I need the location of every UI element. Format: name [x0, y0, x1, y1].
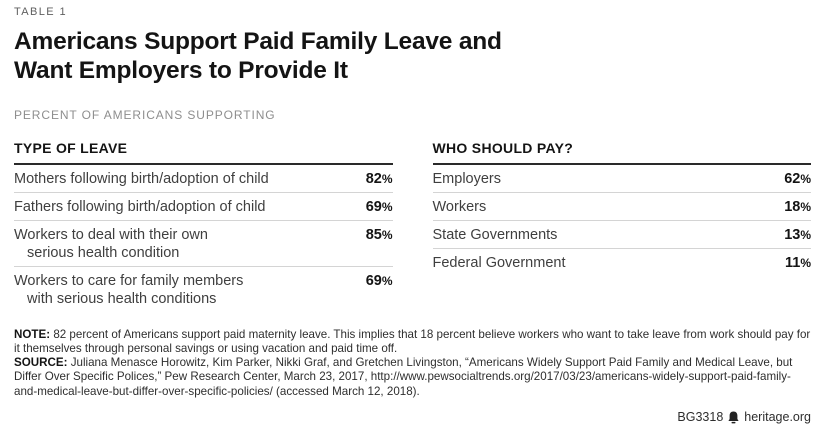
row-value: 62% [784, 170, 811, 187]
table-row: Workers to care for family members with … [14, 267, 393, 312]
row-value: 13% [784, 226, 811, 243]
row-label-line: Mothers following birth/adoption of chil… [14, 170, 269, 187]
footnotes: NOTE: 82 percent of Americans support pa… [14, 328, 811, 399]
row-value: 11% [784, 254, 811, 271]
site-name: heritage.org [744, 410, 811, 424]
row-label: Workers to deal with their own serious h… [14, 226, 356, 262]
row-value: 69% [365, 272, 393, 289]
row-label: State Governments [433, 226, 775, 244]
table-header: WHO SHOULD PAY? [432, 140, 811, 165]
page-title: Americans Support Paid Family Leave and W… [14, 27, 811, 86]
page-title-line1: Americans Support Paid Family Leave and [14, 28, 502, 55]
table-row: State Governments 13% [432, 221, 811, 249]
row-value: 18% [784, 198, 811, 215]
row-label-line: with serious health conditions [27, 290, 217, 307]
tables-container: TYPE OF LEAVE Mothers following birth/ad… [14, 140, 811, 312]
source-paragraph: SOURCE: Juliana Menasce Horowitz, Kim Pa… [14, 356, 811, 399]
row-label-line: State Governments [432, 226, 558, 243]
document-id: BG3318 [677, 410, 724, 424]
table-row: Employers 62% [432, 165, 811, 193]
figure-footer: BG3318 heritage.org [677, 410, 811, 424]
note-paragraph: NOTE: 82 percent of Americans support pa… [14, 328, 811, 356]
row-value: 82% [365, 170, 393, 187]
source-text: Juliana Menasce Horowitz, Kim Parker, Ni… [14, 356, 793, 398]
row-label: Workers to care for family members with … [14, 272, 356, 308]
row-label-line: Fathers following birth/adoption of chil… [14, 198, 266, 215]
table-row: Workers 18% [432, 193, 811, 221]
row-label-line: Workers [432, 198, 487, 215]
row-label-line: Employers [432, 170, 502, 187]
row-label-line: serious health condition [27, 244, 180, 261]
table-row: Workers to deal with their own serious h… [14, 221, 393, 267]
table-header: TYPE OF LEAVE [14, 140, 393, 165]
heritage-bell-icon [728, 411, 739, 424]
row-value: 85% [365, 226, 393, 243]
row-label-line: Workers to care for family members [14, 272, 244, 289]
subtitle: PERCENT OF AMERICANS SUPPORTING [14, 107, 276, 122]
note-text: 82 percent of Americans support paid mat… [14, 327, 811, 355]
table-row: Federal Government 11% [433, 249, 812, 276]
table-row: Fathers following birth/adoption of chil… [14, 193, 393, 221]
row-label-line: Federal Government [432, 254, 566, 271]
row-label-line: Workers to deal with their own [14, 226, 208, 243]
page-title-line2: Want Employers to Provide It [14, 57, 348, 85]
type-of-leave-table: TYPE OF LEAVE Mothers following birth/ad… [14, 140, 393, 312]
row-value: 69% [365, 198, 393, 215]
row-label: Workers [433, 198, 775, 216]
row-label: Employers [433, 170, 775, 188]
row-label: Fathers following birth/adoption of chil… [14, 198, 356, 216]
row-label: Mothers following birth/adoption of chil… [14, 170, 356, 188]
table-row: Mothers following birth/adoption of chil… [14, 165, 393, 193]
row-label: Federal Government [433, 254, 775, 272]
who-should-pay-table: WHO SHOULD PAY? Employers 62% Workers 18… [432, 140, 812, 312]
source-label: SOURCE: [14, 356, 68, 370]
table-number-label: TABLE 1 [14, 6, 68, 18]
note-label: NOTE: [14, 327, 51, 341]
